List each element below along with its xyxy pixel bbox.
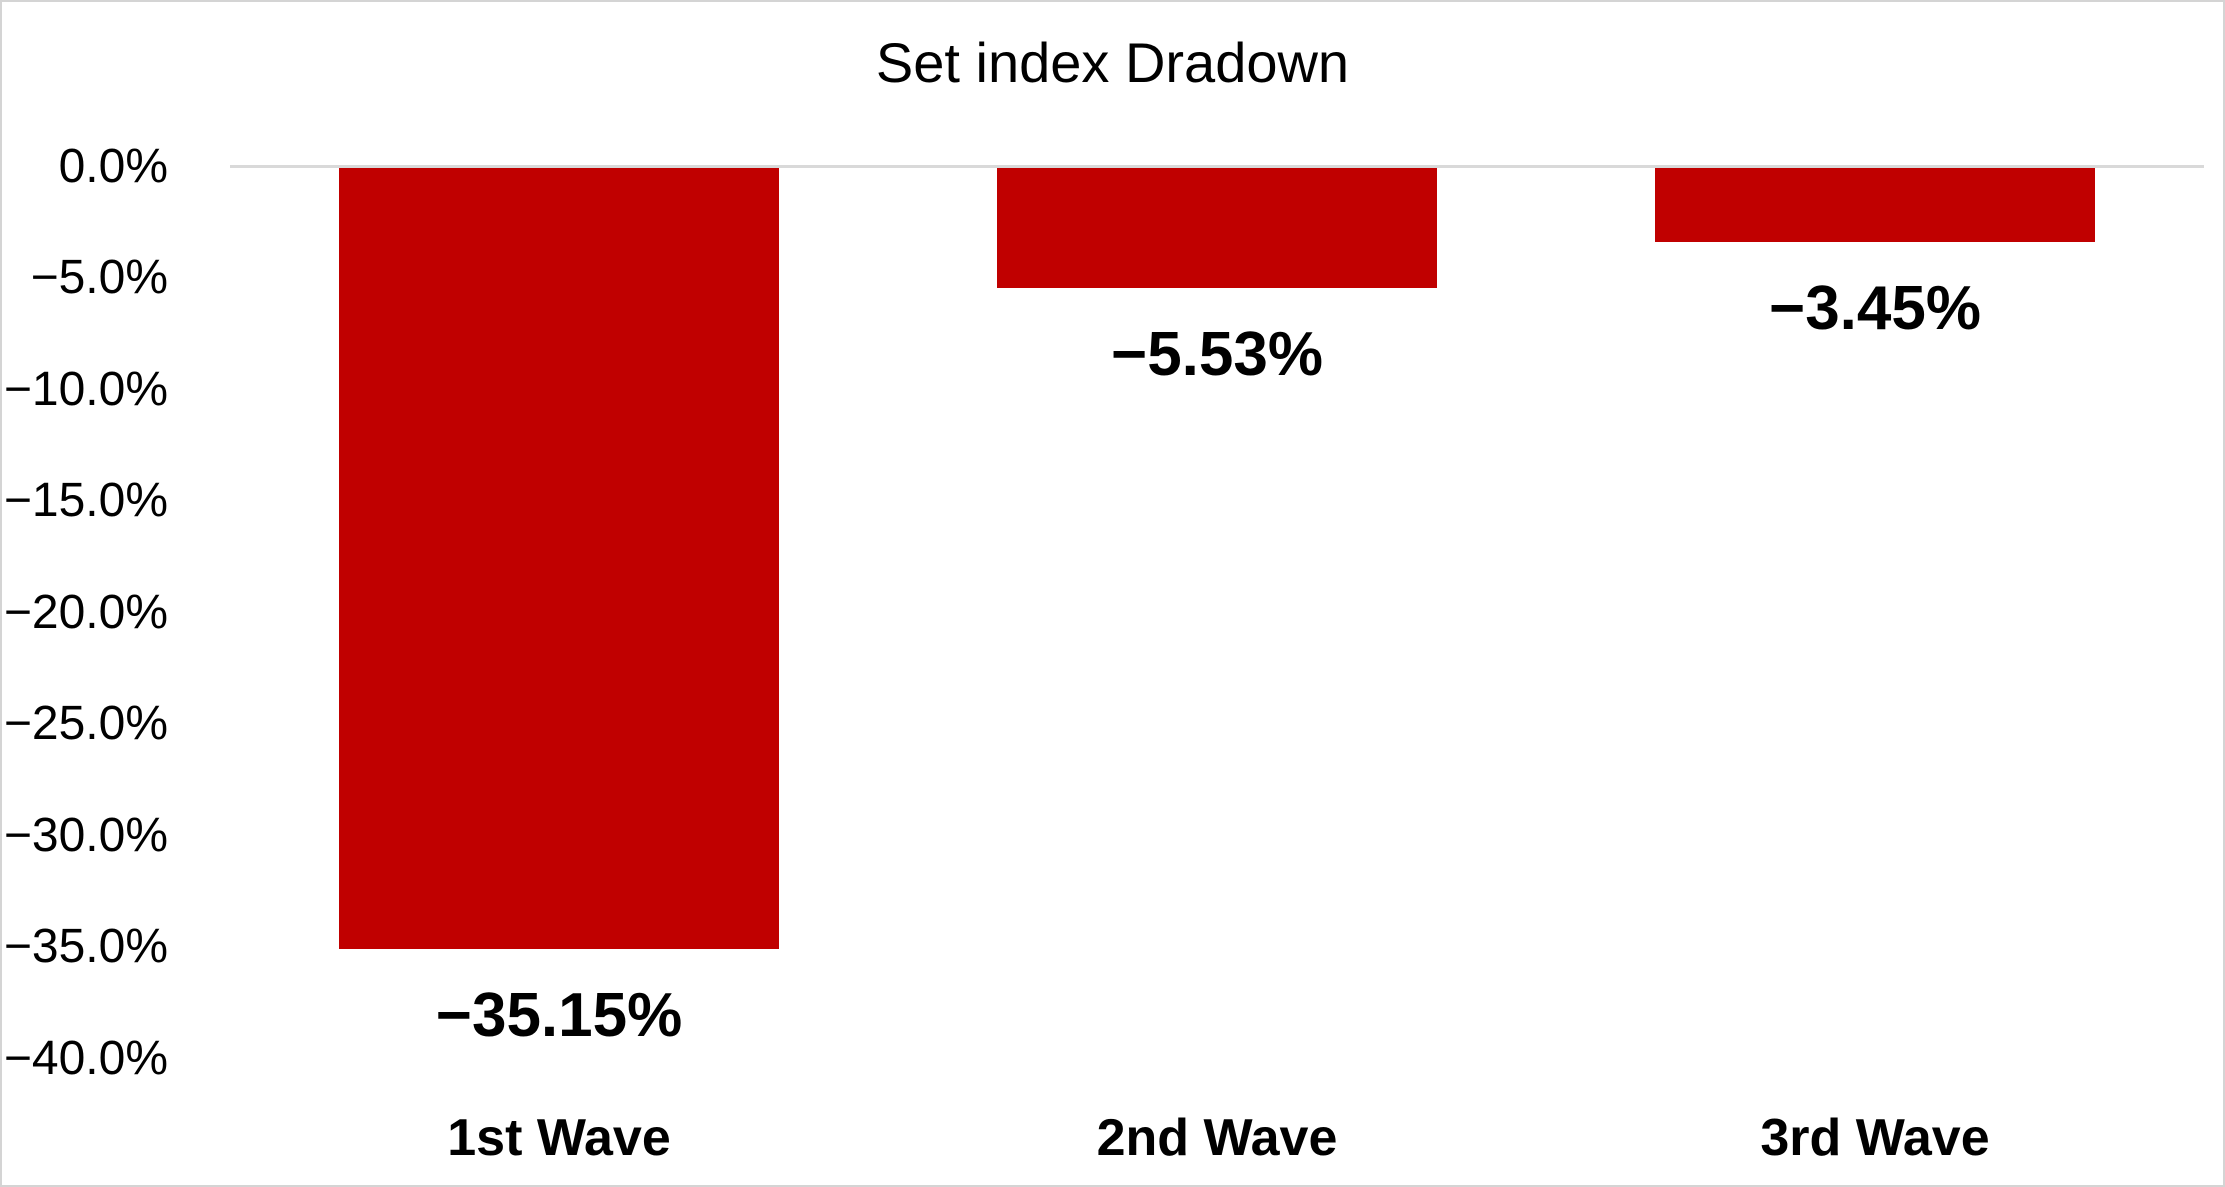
bar-3rd-wave [1655, 168, 2095, 242]
data-label: −5.53% [1110, 320, 1323, 390]
bar-2nd-wave [997, 168, 1437, 289]
chart-title: Set index Dradown [875, 31, 1350, 94]
y-axis-tick-label: −5.0% [30, 251, 168, 304]
data-label: −35.15% [435, 980, 683, 1050]
y-axis-tick-label: −40.0% [3, 1031, 168, 1085]
category-label: 3rd Wave [1760, 1109, 1990, 1167]
category-label: 1st Wave [447, 1109, 671, 1167]
y-axis-tick-label: −10.0% [3, 362, 168, 416]
y-axis-tick-label: −35.0% [3, 920, 168, 973]
y-axis-tick-label: −30.0% [3, 808, 168, 862]
y-axis-tick-label: −25.0% [3, 697, 168, 750]
y-axis-tick-label: −20.0% [3, 585, 168, 639]
category-label: 2nd Wave [1096, 1109, 1338, 1167]
y-axis-tick-label: 0.0% [58, 139, 168, 193]
bar-1st-wave [339, 168, 779, 949]
y-axis-tick-label: −15.0% [3, 474, 168, 527]
data-label: −3.45% [1768, 273, 1981, 343]
zero-baseline-gridline [230, 165, 2204, 168]
